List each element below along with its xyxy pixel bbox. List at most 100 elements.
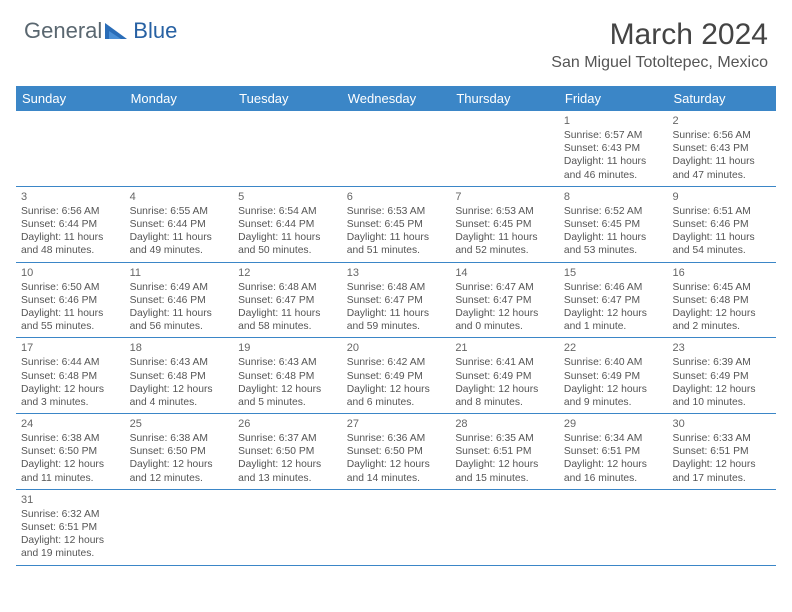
daylight-text: Daylight: 12 hours and 1 minute. bbox=[564, 307, 663, 333]
calendar-cell: 26Sunrise: 6:37 AMSunset: 6:50 PMDayligh… bbox=[233, 414, 342, 489]
sunrise-text: Sunrise: 6:36 AM bbox=[347, 432, 446, 445]
calendar-cell: 28Sunrise: 6:35 AMSunset: 6:51 PMDayligh… bbox=[450, 414, 559, 489]
calendar-cell: 31Sunrise: 6:32 AMSunset: 6:51 PMDayligh… bbox=[16, 490, 125, 565]
calendar-cell: 13Sunrise: 6:48 AMSunset: 6:47 PMDayligh… bbox=[342, 263, 451, 338]
sunrise-text: Sunrise: 6:33 AM bbox=[672, 432, 771, 445]
calendar-cell: 25Sunrise: 6:38 AMSunset: 6:50 PMDayligh… bbox=[125, 414, 234, 489]
day-number: 6 bbox=[347, 190, 446, 204]
sunrise-text: Sunrise: 6:40 AM bbox=[564, 356, 663, 369]
sunset-text: Sunset: 6:45 PM bbox=[455, 218, 554, 231]
sunset-text: Sunset: 6:47 PM bbox=[347, 294, 446, 307]
daylight-text: Daylight: 12 hours and 2 minutes. bbox=[672, 307, 771, 333]
day-number: 31 bbox=[21, 493, 120, 507]
sunset-text: Sunset: 6:51 PM bbox=[455, 445, 554, 458]
sunset-text: Sunset: 6:43 PM bbox=[564, 142, 663, 155]
daylight-text: Daylight: 11 hours and 46 minutes. bbox=[564, 155, 663, 181]
daylight-text: Daylight: 12 hours and 8 minutes. bbox=[455, 383, 554, 409]
day-number: 27 bbox=[347, 417, 446, 431]
sunset-text: Sunset: 6:50 PM bbox=[238, 445, 337, 458]
daylight-text: Daylight: 11 hours and 56 minutes. bbox=[130, 307, 229, 333]
day-number: 10 bbox=[21, 266, 120, 280]
calendar-cell: 17Sunrise: 6:44 AMSunset: 6:48 PMDayligh… bbox=[16, 338, 125, 413]
calendar-cell: 15Sunrise: 6:46 AMSunset: 6:47 PMDayligh… bbox=[559, 263, 668, 338]
logo-flag-icon bbox=[105, 21, 131, 41]
sunset-text: Sunset: 6:46 PM bbox=[130, 294, 229, 307]
logo: General Blue bbox=[24, 18, 177, 44]
calendar-week: 17Sunrise: 6:44 AMSunset: 6:48 PMDayligh… bbox=[16, 338, 776, 414]
calendar-cell: 11Sunrise: 6:49 AMSunset: 6:46 PMDayligh… bbox=[125, 263, 234, 338]
day-header-fri: Friday bbox=[559, 86, 668, 111]
calendar-cell: 1Sunrise: 6:57 AMSunset: 6:43 PMDaylight… bbox=[559, 111, 668, 186]
day-number: 4 bbox=[130, 190, 229, 204]
calendar-cell bbox=[125, 490, 234, 565]
daylight-text: Daylight: 11 hours and 55 minutes. bbox=[21, 307, 120, 333]
calendar-week: 3Sunrise: 6:56 AMSunset: 6:44 PMDaylight… bbox=[16, 187, 776, 263]
sunrise-text: Sunrise: 6:39 AM bbox=[672, 356, 771, 369]
sunrise-text: Sunrise: 6:53 AM bbox=[347, 205, 446, 218]
calendar-cell: 10Sunrise: 6:50 AMSunset: 6:46 PMDayligh… bbox=[16, 263, 125, 338]
daylight-text: Daylight: 12 hours and 4 minutes. bbox=[130, 383, 229, 409]
sunrise-text: Sunrise: 6:37 AM bbox=[238, 432, 337, 445]
day-number: 30 bbox=[672, 417, 771, 431]
day-number: 13 bbox=[347, 266, 446, 280]
calendar-cell: 29Sunrise: 6:34 AMSunset: 6:51 PMDayligh… bbox=[559, 414, 668, 489]
day-number: 12 bbox=[238, 266, 337, 280]
sunset-text: Sunset: 6:51 PM bbox=[564, 445, 663, 458]
sunset-text: Sunset: 6:45 PM bbox=[564, 218, 663, 231]
day-number: 2 bbox=[672, 114, 771, 128]
sunset-text: Sunset: 6:51 PM bbox=[21, 521, 120, 534]
sunrise-text: Sunrise: 6:41 AM bbox=[455, 356, 554, 369]
day-number: 18 bbox=[130, 341, 229, 355]
day-header-sun: Sunday bbox=[16, 86, 125, 111]
calendar-cell bbox=[233, 111, 342, 186]
calendar-cell: 14Sunrise: 6:47 AMSunset: 6:47 PMDayligh… bbox=[450, 263, 559, 338]
sunset-text: Sunset: 6:47 PM bbox=[238, 294, 337, 307]
daylight-text: Daylight: 12 hours and 10 minutes. bbox=[672, 383, 771, 409]
calendar-week: 24Sunrise: 6:38 AMSunset: 6:50 PMDayligh… bbox=[16, 414, 776, 490]
daylight-text: Daylight: 11 hours and 52 minutes. bbox=[455, 231, 554, 257]
location-subtitle: San Miguel Totoltepec, Mexico bbox=[551, 54, 768, 72]
daylight-text: Daylight: 12 hours and 11 minutes. bbox=[21, 458, 120, 484]
calendar-body: 1Sunrise: 6:57 AMSunset: 6:43 PMDaylight… bbox=[16, 111, 776, 566]
daylight-text: Daylight: 12 hours and 0 minutes. bbox=[455, 307, 554, 333]
calendar-week: 31Sunrise: 6:32 AMSunset: 6:51 PMDayligh… bbox=[16, 490, 776, 566]
calendar-cell: 27Sunrise: 6:36 AMSunset: 6:50 PMDayligh… bbox=[342, 414, 451, 489]
daylight-text: Daylight: 11 hours and 50 minutes. bbox=[238, 231, 337, 257]
sunset-text: Sunset: 6:45 PM bbox=[347, 218, 446, 231]
day-number: 3 bbox=[21, 190, 120, 204]
sunrise-text: Sunrise: 6:44 AM bbox=[21, 356, 120, 369]
daylight-text: Daylight: 12 hours and 6 minutes. bbox=[347, 383, 446, 409]
sunrise-text: Sunrise: 6:50 AM bbox=[21, 281, 120, 294]
daylight-text: Daylight: 11 hours and 59 minutes. bbox=[347, 307, 446, 333]
logo-text-general: General bbox=[24, 18, 102, 44]
calendar-cell: 23Sunrise: 6:39 AMSunset: 6:49 PMDayligh… bbox=[667, 338, 776, 413]
sunrise-text: Sunrise: 6:48 AM bbox=[347, 281, 446, 294]
calendar-cell bbox=[450, 111, 559, 186]
sunrise-text: Sunrise: 6:47 AM bbox=[455, 281, 554, 294]
daylight-text: Daylight: 12 hours and 13 minutes. bbox=[238, 458, 337, 484]
sunrise-text: Sunrise: 6:54 AM bbox=[238, 205, 337, 218]
daylight-text: Daylight: 12 hours and 19 minutes. bbox=[21, 534, 120, 560]
calendar-cell: 5Sunrise: 6:54 AMSunset: 6:44 PMDaylight… bbox=[233, 187, 342, 262]
sunrise-text: Sunrise: 6:34 AM bbox=[564, 432, 663, 445]
sunset-text: Sunset: 6:50 PM bbox=[347, 445, 446, 458]
daylight-text: Daylight: 12 hours and 5 minutes. bbox=[238, 383, 337, 409]
calendar-cell: 21Sunrise: 6:41 AMSunset: 6:49 PMDayligh… bbox=[450, 338, 559, 413]
sunrise-text: Sunrise: 6:38 AM bbox=[21, 432, 120, 445]
sunset-text: Sunset: 6:46 PM bbox=[21, 294, 120, 307]
calendar-cell bbox=[342, 111, 451, 186]
sunrise-text: Sunrise: 6:43 AM bbox=[130, 356, 229, 369]
sunrise-text: Sunrise: 6:51 AM bbox=[672, 205, 771, 218]
sunset-text: Sunset: 6:44 PM bbox=[130, 218, 229, 231]
day-number: 20 bbox=[347, 341, 446, 355]
sunrise-text: Sunrise: 6:48 AM bbox=[238, 281, 337, 294]
day-number: 26 bbox=[238, 417, 337, 431]
sunrise-text: Sunrise: 6:42 AM bbox=[347, 356, 446, 369]
sunrise-text: Sunrise: 6:45 AM bbox=[672, 281, 771, 294]
sunset-text: Sunset: 6:48 PM bbox=[238, 370, 337, 383]
day-number: 9 bbox=[672, 190, 771, 204]
day-number: 15 bbox=[564, 266, 663, 280]
day-number: 17 bbox=[21, 341, 120, 355]
calendar-cell bbox=[450, 490, 559, 565]
day-header-wed: Wednesday bbox=[342, 86, 451, 111]
